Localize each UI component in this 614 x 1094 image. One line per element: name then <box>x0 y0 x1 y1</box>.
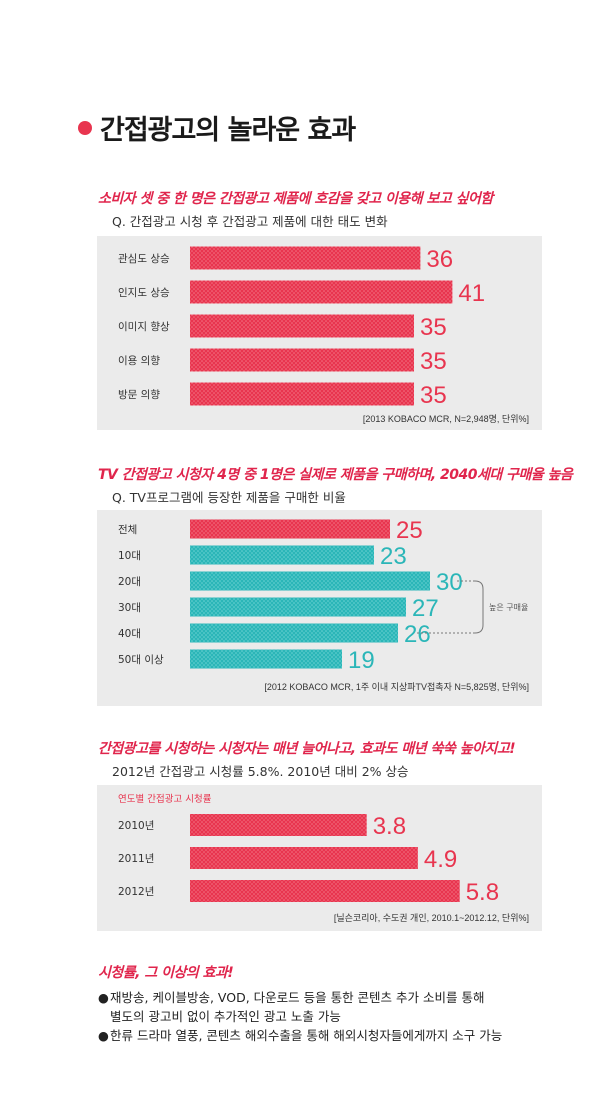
bar <box>190 382 414 406</box>
bar <box>190 519 390 539</box>
chart-2: 전체 25 10대 23 20대 30 30대 27 40대 26 50대 이상 19 [2012 KO… <box>118 517 529 692</box>
value-label: 23 <box>380 543 407 570</box>
page-title: 간접광고의 놀라운 효과 <box>100 115 356 146</box>
main-title: 간접광고의 놀라운 효과 <box>78 108 356 147</box>
value-label: 25 <box>396 517 423 544</box>
closing-headline: 시청률, 그 이상의 효과! <box>98 965 234 981</box>
category-label: 방문 의향 <box>118 389 160 401</box>
bullet-dot-icon <box>78 120 92 135</box>
category-label: 관심도 상승 <box>118 253 170 265</box>
bullet-marker: ● <box>98 990 109 1005</box>
category-label: 이미지 향상 <box>118 321 170 333</box>
bracket-curve <box>474 580 484 634</box>
value-label: 36 <box>426 246 453 273</box>
category-label: 20대 <box>118 576 141 588</box>
bullet-item: ● 재방송, 케이블방송, VOD, 다운로드 등을 통한 콘텐츠 추가 소비를… <box>98 988 502 1007</box>
bar <box>190 597 406 617</box>
closing-bullets: ● 재방송, 케이블방송, VOD, 다운로드 등을 통한 콘텐츠 추가 소비를… <box>98 988 502 1045</box>
bullet-text: 재방송, 케이블방송, VOD, 다운로드 등을 통한 콘텐츠 추가 소비를 통… <box>110 990 485 1005</box>
category-label: 2011년 <box>118 853 154 865</box>
category-label: 2010년 <box>118 820 154 832</box>
section-3-subtitle: 2012년 간접광고 시청률 5.8%. 2010년 대비 2% 상승 <box>112 764 409 779</box>
source-note: [2012 KOBACO MCR, 1주 이내 지상파TV접촉자 N=5,825… <box>264 681 529 692</box>
bar <box>190 880 460 902</box>
category-label: 30대 <box>118 602 141 614</box>
bullet-marker: ● <box>98 1028 109 1043</box>
bar <box>190 571 430 591</box>
bullet-item: ● 한류 드라마 열풍, 콘텐츠 해외수출을 통해 해외시청자들에게까지 소구 … <box>98 1026 502 1045</box>
chart-panel-2: 전체 25 10대 23 20대 30 30대 27 40대 26 50대 이상 19 [2012 KO… <box>97 510 542 706</box>
section-1-subtitle: Q. 간접광고 시청 후 간접광고 제품에 대한 태도 변화 <box>112 214 388 229</box>
bullet-text: 한류 드라마 열풍, 콘텐츠 해외수출을 통해 해외시청자들에게까지 소구 가능 <box>110 1028 503 1043</box>
section-3-headline: 간접광고를 시청하는 시청자는 매년 늘어나고, 효과도 매년 쑥쑥 높아지고! <box>98 741 516 757</box>
value-label: 5.8 <box>466 879 499 906</box>
value-label: 19 <box>348 647 375 674</box>
category-label: 전체 <box>118 524 137 536</box>
section-2-headline: TV 간접광고 시청자 4명 중 1명은 실제로 제품을 구매하며, 2040세… <box>98 467 573 483</box>
value-label: 35 <box>420 382 447 409</box>
value-label: 3.8 <box>373 813 406 840</box>
chart-panel-1: 관심도 상승 36 인지도 상승 41 이미지 향상 35 이용 의향 35 방문 의향 35 [2… <box>97 236 542 430</box>
chart-title: 연도별 간접광고 시청률 <box>118 793 212 805</box>
category-label: 50대 이상 <box>118 654 164 666</box>
value-label: 41 <box>458 280 485 307</box>
chart-1: 관심도 상승 36 인지도 상승 41 이미지 향상 35 이용 의향 35 방문 의향 35 [2… <box>118 246 529 424</box>
value-label: 30 <box>436 569 463 596</box>
section-2-subtitle: Q. TV프로그램에 등장한 제품을 구매한 비율 <box>112 490 346 505</box>
source-note: [닐슨코리아, 수도권 개인, 2010.1~2012.12, 단위%] <box>334 912 529 923</box>
value-label: 35 <box>420 348 447 375</box>
bar <box>190 280 453 304</box>
bar <box>190 623 398 643</box>
chart-3: 2010년 3.8 2011년 4.9 2012년 5.8 [닐슨코리아, 수도권 개인, … <box>118 793 529 923</box>
bar <box>190 814 367 836</box>
category-label: 40대 <box>118 628 141 640</box>
category-label: 인지도 상승 <box>118 287 170 299</box>
value-label: 35 <box>420 314 447 341</box>
bar <box>190 545 374 565</box>
bar <box>190 847 418 869</box>
bar <box>190 348 414 372</box>
source-note: [2013 KOBACO MCR, N=2,948명, 단위%] <box>363 414 529 424</box>
bracket-label: 높은 구매율 <box>489 603 528 612</box>
bullet-text-continued: 별도의 광고비 없이 추가적인 광고 노출 가능 <box>110 1009 341 1024</box>
value-label: 26 <box>404 621 431 648</box>
bar <box>190 246 421 270</box>
section-1-headline: 소비자 셋 중 한 명은 간접광고 제품에 호감을 갖고 이용해 보고 싶어함 <box>98 191 493 207</box>
category-label: 이용 의향 <box>118 355 160 367</box>
bar <box>190 649 342 669</box>
value-label: 4.9 <box>424 846 457 873</box>
value-label: 27 <box>412 595 439 622</box>
category-label: 10대 <box>118 550 141 562</box>
category-label: 2012년 <box>118 886 154 898</box>
bar <box>190 314 414 338</box>
chart-panel-3: 2010년 3.8 2011년 4.9 2012년 5.8 [닐슨코리아, 수도권 개인, … <box>97 785 542 931</box>
